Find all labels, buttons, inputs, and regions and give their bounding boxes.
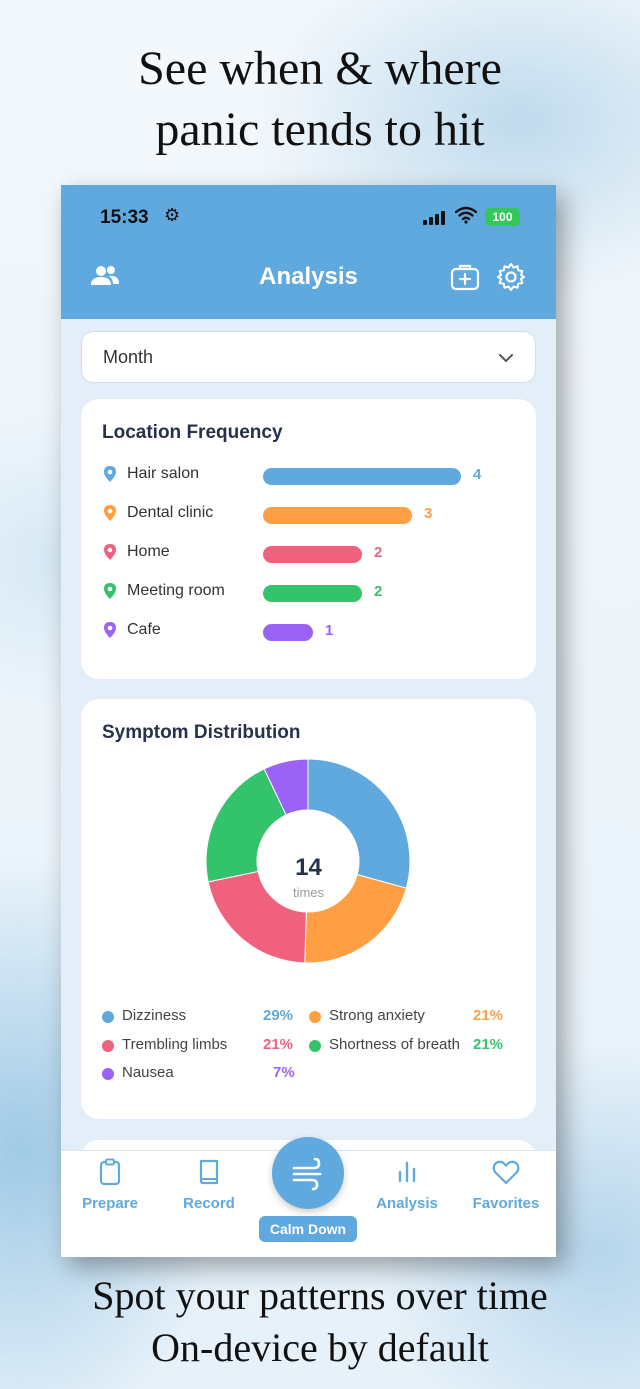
legend-name: Strong anxiety: [329, 1007, 425, 1024]
donut-slice: [263, 759, 309, 816]
book-icon: [199, 1159, 219, 1185]
legend-item: Dizziness 29%: [102, 1007, 302, 1027]
legend-dot: [309, 1011, 321, 1023]
location-name: Cafe: [127, 621, 161, 638]
tab-record-label: Record: [183, 1195, 235, 1212]
page-title: Analysis: [259, 263, 358, 290]
bar-chart-icon: [398, 1161, 416, 1183]
legend-name: Trembling limbs: [122, 1035, 228, 1053]
tab-favorites[interactable]: Favorites: [458, 1157, 554, 1217]
status-time: 15:33: [100, 207, 149, 228]
wifi-icon: [455, 206, 477, 224]
status-gear-icon: ⚙: [164, 205, 181, 225]
tab-favorites-label: Favorites: [472, 1195, 540, 1212]
legend-percent: 21%: [263, 1035, 294, 1053]
donut-slice: [304, 873, 407, 964]
location-pin-icon: [104, 505, 116, 521]
tab-bar: Prepare Record Calm Down Analysis: [61, 1137, 556, 1257]
donut-total-label: times: [292, 885, 325, 900]
phone-screen: 15:33 ⚙ 100 Analysis: [61, 185, 556, 1257]
location-count: 3: [424, 505, 433, 522]
promo-footer: Spot your patterns over time On-device b…: [0, 1270, 640, 1374]
legend-percent: 7%: [273, 1064, 295, 1081]
legend-dot: [102, 1068, 114, 1080]
location-pin-icon: [104, 544, 116, 560]
location-bar: [263, 468, 461, 485]
tab-prepare-label: Prepare: [82, 1195, 138, 1212]
donut-slice: [307, 759, 411, 889]
location-row: Meeting room 2: [81, 580, 536, 604]
symptom-donut-chart: [205, 759, 411, 964]
tab-analysis-label: Analysis: [376, 1195, 438, 1212]
clipboard-icon: [99, 1158, 121, 1186]
heart-icon: [492, 1160, 520, 1185]
gear-icon[interactable]: [495, 261, 527, 293]
legend-item: Strong anxiety 21%: [309, 1007, 509, 1027]
legend-dot: [309, 1039, 321, 1052]
chevron-down-icon: [499, 354, 513, 362]
location-count: 2: [374, 544, 383, 561]
legend-dot: [102, 1011, 114, 1023]
calm-down-button[interactable]: [272, 1137, 344, 1209]
donut-slice: [207, 870, 307, 964]
promo-footer-line1: Spot your patterns over time: [92, 1273, 548, 1318]
tab-record[interactable]: Record: [161, 1157, 257, 1217]
legend-percent: 21%: [473, 1035, 504, 1053]
location-bar: [263, 507, 412, 524]
location-name: Meeting room: [127, 582, 225, 599]
legend-percent: 29%: [263, 1007, 294, 1024]
legend-item: Trembling limbs 21%: [102, 1036, 302, 1056]
location-name: Hair salon: [127, 465, 200, 482]
legend-name: Dizziness: [122, 1007, 187, 1024]
wind-icon: [292, 1157, 322, 1191]
legend-name: Shortness of breath: [329, 1035, 460, 1053]
location-pin-icon: [104, 583, 116, 599]
legend-name: Nausea: [122, 1064, 174, 1081]
location-frequency-card: Location Frequency Hair salon 4 Dental cli…: [81, 399, 536, 679]
location-count: 2: [374, 583, 383, 600]
legend-percent: 21%: [473, 1007, 504, 1024]
tab-analysis[interactable]: Analysis: [359, 1157, 455, 1217]
cellular-signal-icon: [423, 210, 447, 225]
location-bar: [263, 624, 313, 641]
promo-headline: See when & where panic tends to hit: [0, 38, 640, 160]
donut-total: 14: [295, 854, 322, 881]
calm-down-label[interactable]: Calm Down: [259, 1216, 357, 1242]
promo-footer-line2: On-device by default: [151, 1325, 489, 1370]
period-dropdown[interactable]: Month: [81, 331, 536, 383]
location-count: 4: [473, 466, 482, 483]
location-pin-icon: [104, 622, 116, 638]
location-bar: [263, 585, 362, 602]
location-row: Hair salon 4: [81, 463, 536, 487]
period-dropdown-value: Month: [103, 347, 154, 367]
promo-headline-line1: See when & where: [138, 42, 502, 95]
location-row: Dental clinic 3: [81, 502, 536, 526]
location-bar: [263, 546, 362, 563]
location-count: 1: [325, 622, 334, 639]
donut-slice: [205, 768, 287, 883]
location-name: Dental clinic: [127, 504, 214, 521]
location-row: Home 2: [81, 541, 536, 565]
tab-prepare[interactable]: Prepare: [62, 1157, 158, 1217]
symptom-distribution-card: Symptom Distribution 14 times Dizziness 2…: [81, 699, 536, 1119]
location-name: Home: [127, 543, 170, 560]
people-icon[interactable]: [89, 261, 121, 293]
legend-dot: [102, 1039, 114, 1052]
symptom-card-title: Symptom Distribution: [102, 722, 301, 743]
battery-indicator: 100: [485, 208, 520, 226]
promo-headline-line2: panic tends to hit: [155, 103, 485, 156]
medical-kit-icon[interactable]: [449, 261, 481, 293]
top-bar: 15:33 ⚙ 100 Analysis: [61, 185, 556, 319]
location-pin-icon: [104, 466, 116, 482]
location-row: Cafe 1: [81, 619, 536, 643]
legend-item: Nausea 7%: [102, 1064, 302, 1084]
location-card-title: Location Frequency: [102, 422, 283, 443]
legend-item: Shortness of breath 21%: [309, 1036, 509, 1056]
